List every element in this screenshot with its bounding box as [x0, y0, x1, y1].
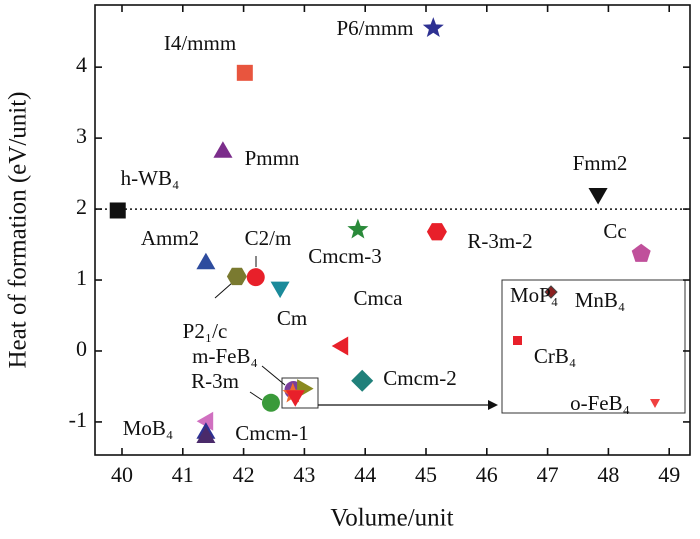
point-label: Cm — [277, 306, 307, 330]
point-label: Pmmn — [245, 146, 300, 170]
y-tick-label: -1 — [69, 407, 87, 432]
point — [351, 369, 374, 392]
y-tick-label: 3 — [76, 123, 87, 148]
point-label: R-3m-2 — [467, 229, 532, 253]
point — [426, 223, 447, 241]
y-tick-label: 0 — [76, 336, 87, 361]
annotation-arrow — [214, 282, 233, 299]
point — [347, 218, 369, 239]
annotation-arrow — [249, 391, 263, 401]
point-label: C2/m — [245, 226, 292, 250]
point — [236, 64, 253, 81]
y-tick-label: 1 — [76, 265, 87, 290]
point-label: R-3m — [191, 369, 239, 393]
x-tick-label: 48 — [597, 462, 619, 487]
point-label: Cmcm-1 — [235, 421, 309, 445]
inset-label: o-FeB₄ — [570, 391, 630, 415]
x-tick-label: 41 — [172, 462, 194, 487]
point — [246, 268, 265, 287]
point — [109, 202, 126, 219]
y-tick-label: 4 — [76, 52, 87, 77]
point-label: Amm2 — [141, 226, 199, 250]
point — [270, 281, 290, 299]
inset-marker — [544, 285, 558, 299]
point-label: h-WB₄ — [121, 166, 180, 190]
point-label: Cmca — [354, 286, 404, 310]
x-tick-label: 40 — [111, 462, 133, 487]
inset-box — [501, 279, 686, 414]
zoom-box — [281, 377, 319, 409]
y-tick-label: 2 — [76, 194, 87, 219]
x-tick-label: 43 — [293, 462, 315, 487]
annotation-arrow — [261, 365, 286, 386]
x-tick-label: 44 — [354, 462, 376, 487]
point — [285, 390, 305, 407]
point-label: Fmm2 — [573, 151, 628, 175]
point-label: I4/mmm — [164, 31, 236, 55]
x-tick-label: 42 — [233, 462, 255, 487]
point-label: m-FeB₄ — [192, 344, 258, 368]
point — [196, 411, 214, 431]
point — [588, 188, 608, 205]
point — [331, 336, 349, 356]
inset-label: CrB₄ — [534, 344, 576, 368]
inset-marker — [513, 336, 522, 345]
plot-frame — [94, 4, 691, 456]
inset-label: MoP₄ — [510, 283, 558, 307]
point-label: P6/mmm — [336, 16, 413, 40]
x-tick-label: 45 — [415, 462, 437, 487]
arrow-head — [488, 400, 498, 410]
point — [196, 426, 216, 443]
point-label: Cc — [603, 219, 626, 243]
x-axis-label: Volume/unit — [330, 505, 453, 532]
x-tick-label: 46 — [476, 462, 498, 487]
y-axis-label: Heat of formation (eV/unit) — [5, 92, 32, 369]
x-tick-label: 47 — [537, 462, 559, 487]
inset-marker — [650, 399, 660, 408]
point — [261, 393, 280, 412]
x-tick-label: 49 — [658, 462, 680, 487]
point — [213, 141, 233, 158]
point — [196, 252, 216, 270]
point — [631, 243, 651, 262]
point-label: P2₁/c — [183, 319, 228, 343]
point-label: Cmcm-3 — [308, 244, 382, 268]
point-label: MoB₄ — [123, 416, 174, 440]
point-label: Cmcm-2 — [383, 366, 457, 390]
point — [226, 267, 247, 286]
inset-label: MnB₄ — [575, 288, 626, 312]
point — [422, 17, 444, 37]
